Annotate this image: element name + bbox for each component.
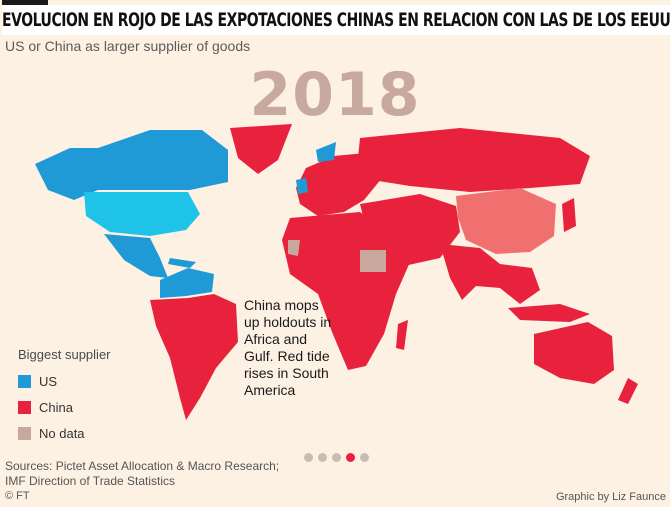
region-greenland (230, 124, 292, 174)
region-indonesia (508, 304, 590, 322)
region-europe (296, 152, 382, 216)
region-australia (534, 322, 614, 384)
region-new-zealand (618, 378, 638, 404)
legend-item-no-data: No data (18, 420, 111, 446)
legend-swatch-no-data (18, 426, 31, 440)
region-china (456, 188, 556, 254)
carousel-dot[interactable] (332, 453, 341, 462)
region-south-asia (440, 244, 540, 304)
legend-label: China (39, 399, 73, 415)
map-annotation: China mops up holdouts in Africa and Gul… (244, 297, 374, 399)
map-subtitle: US or China as larger supplier of goods (5, 38, 251, 54)
legend-swatch-china (18, 400, 31, 414)
carousel-dots[interactable] (304, 453, 369, 462)
legend-title: Biggest supplier (18, 347, 111, 362)
year-label: 2018 (249, 60, 421, 130)
region-canada (98, 130, 228, 190)
banner-title: EVOLUCION EN ROJO DE LAS EXPOTACIONES CH… (2, 5, 670, 35)
region-south-america (150, 294, 238, 420)
legend-swatch-us (18, 374, 31, 388)
carousel-dot[interactable] (304, 453, 313, 462)
graphic-credit: Graphic by Liz Faunce (555, 491, 666, 503)
region-russia (358, 128, 590, 192)
legend-label: US (39, 373, 58, 389)
carousel-dot[interactable] (360, 453, 369, 462)
legend-item-china: China (18, 394, 111, 420)
legend: Biggest supplier US China No data (18, 347, 111, 446)
annotation-line: Gulf. Red tide (244, 348, 330, 364)
region-sahara-nodata (288, 240, 300, 256)
region-japan (562, 198, 576, 232)
carousel-dot[interactable] (318, 453, 327, 462)
annotation-line: America (244, 382, 296, 398)
region-usa (84, 192, 200, 236)
region-madagascar (396, 320, 408, 350)
region-n-south-america (160, 268, 214, 298)
sources-line: Sources: Pictet Asset Allocation & Macro… (5, 459, 280, 473)
region-caribbean (168, 258, 196, 268)
region-uk-ireland (296, 178, 308, 194)
sources: Sources: Pictet Asset Allocation & Macro… (5, 459, 279, 489)
legend-item-us: US (18, 368, 111, 394)
world-map (35, 124, 638, 420)
annotation-line: rises in South (244, 365, 329, 381)
annotation-line: China mops (244, 297, 319, 313)
annotation-line: up holdouts in (244, 314, 332, 330)
region-nordic (316, 142, 336, 162)
copyright: © FT (5, 490, 30, 502)
top-tab-marker (2, 0, 48, 5)
carousel-dot-active[interactable] (346, 453, 355, 462)
region-alaska (35, 148, 98, 200)
legend-label: No data (39, 425, 85, 441)
region-sudan-nodata (360, 250, 386, 272)
annotation-line: Africa and (244, 331, 308, 347)
sources-line: IMF Direction of Trade Statistics (5, 474, 176, 488)
region-mexico (104, 234, 168, 278)
